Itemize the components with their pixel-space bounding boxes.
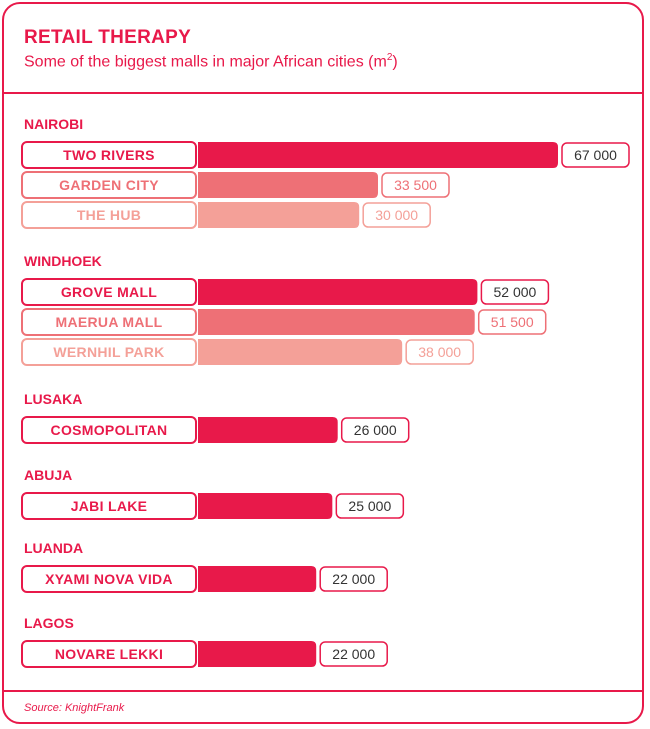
header-divider — [4, 92, 642, 94]
mall-label-box-garden-city — [21, 171, 197, 199]
mall-label-the-hub: THE HUB — [77, 207, 141, 223]
value-label-xyami-nova-vida: 22 000 — [332, 571, 375, 587]
chart-subtitle: Some of the biggest malls in major Afric… — [24, 52, 398, 71]
value-label-two-rivers: 67 000 — [574, 147, 617, 163]
chart-title: RETAIL THERAPY — [24, 27, 192, 48]
mall-label-box-grove-mall — [21, 278, 197, 306]
bar-two-rivers — [198, 142, 558, 168]
bar-garden-city — [198, 172, 378, 198]
mall-label-box-wernhil-park — [21, 338, 197, 366]
mall-label-box-two-rivers — [21, 141, 197, 169]
value-box-maerua-mall — [477, 309, 547, 335]
value-label-wernhil-park: 38 000 — [418, 344, 461, 360]
value-label-cosmopolitan: 26 000 — [354, 422, 397, 438]
value-label-garden-city: 33 500 — [394, 177, 437, 193]
value-box-the-hub — [362, 202, 431, 228]
mall-label-two-rivers: TWO RIVERS — [63, 147, 155, 163]
mall-label-box-the-hub — [21, 201, 197, 229]
value-box-two-rivers — [561, 142, 630, 168]
subtitle-text: Some of the biggest malls in major Afric… — [24, 53, 387, 71]
value-box-jabi-lake — [335, 493, 405, 519]
subtitle-end: ) — [392, 53, 398, 71]
mall-label-grove-mall: GROVE MALL — [61, 284, 157, 300]
bar-jabi-lake — [198, 493, 333, 519]
subtitle-superscript: 2 — [386, 52, 393, 63]
mall-label-cosmopolitan: COSMOPOLITAN — [51, 422, 168, 438]
value-label-novare-lekki: 22 000 — [332, 646, 375, 662]
bar-the-hub — [198, 202, 360, 228]
value-box-novare-lekki — [319, 641, 388, 667]
mall-label-wernhil-park: WERNHIL PARK — [53, 344, 164, 360]
bar-xyami-nova-vida — [198, 566, 317, 592]
mall-label-garden-city: GARDEN CITY — [59, 177, 159, 193]
footer-divider — [4, 690, 642, 692]
city-label-windhoek: WINDHOEK — [24, 253, 102, 269]
card-frame — [2, 2, 644, 724]
city-label-luanda: LUANDA — [24, 540, 83, 556]
value-box-wernhil-park — [405, 339, 474, 365]
value-box-cosmopolitan — [340, 417, 410, 443]
bar-grove-mall — [198, 279, 478, 305]
city-label-lagos: LAGOS — [24, 615, 74, 631]
value-box-grove-mall — [480, 279, 550, 305]
mall-label-maerua-mall: MAERUA MALL — [56, 314, 163, 330]
bar-wernhil-park — [198, 339, 403, 365]
mall-label-box-maerua-mall — [21, 308, 197, 336]
bar-maerua-mall — [198, 309, 475, 335]
mall-label-novare-lekki: NOVARE LEKKI — [55, 646, 163, 662]
city-label-lusaka: LUSAKA — [24, 391, 82, 407]
mall-label-box-xyami-nova-vida — [21, 565, 197, 593]
value-box-xyami-nova-vida — [319, 566, 388, 592]
value-label-jabi-lake: 25 000 — [348, 498, 391, 514]
value-label-maerua-mall: 51 500 — [491, 314, 534, 330]
value-label-the-hub: 30 000 — [375, 207, 418, 223]
bar-cosmopolitan — [198, 417, 338, 443]
city-label-nairobi: NAIROBI — [24, 116, 83, 132]
mall-label-xyami-nova-vida: XYAMI NOVA VIDA — [45, 571, 173, 587]
value-box-garden-city — [381, 172, 450, 198]
value-label-grove-mall: 52 000 — [493, 284, 536, 300]
mall-label-box-jabi-lake — [21, 492, 197, 520]
mall-label-jabi-lake: JABI LAKE — [71, 498, 148, 514]
mall-label-box-cosmopolitan — [21, 416, 197, 444]
source-note: Source: KnightFrank — [24, 702, 125, 714]
city-label-abuja: ABUJA — [24, 467, 72, 483]
bar-novare-lekki — [198, 641, 317, 667]
mall-label-box-novare-lekki — [21, 640, 197, 668]
